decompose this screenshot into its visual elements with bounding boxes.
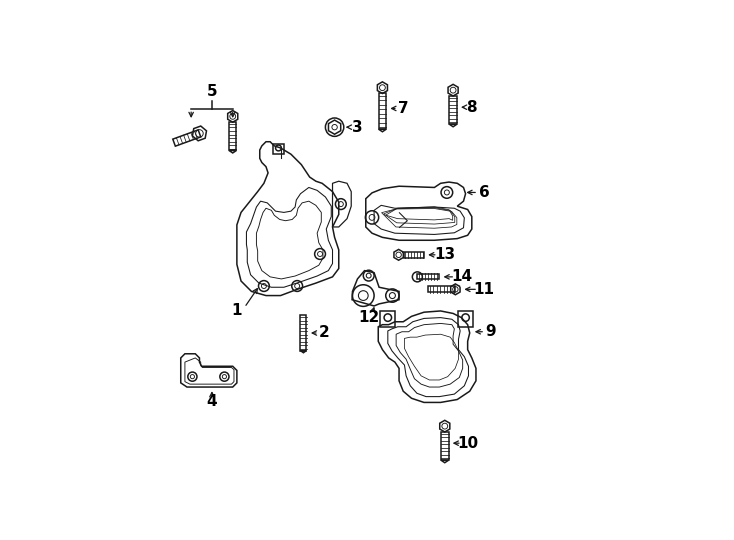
Text: 9: 9 <box>485 324 496 339</box>
Text: 7: 7 <box>398 101 409 116</box>
Text: 4: 4 <box>207 394 217 409</box>
Text: 13: 13 <box>435 247 455 262</box>
Bar <box>300 315 306 350</box>
Bar <box>379 93 386 129</box>
Text: 8: 8 <box>467 100 477 114</box>
Text: 1: 1 <box>232 302 242 318</box>
Bar <box>429 286 455 292</box>
Text: 11: 11 <box>473 282 495 297</box>
Bar <box>229 122 236 151</box>
Bar <box>441 432 448 460</box>
Text: 3: 3 <box>352 120 363 134</box>
Text: 10: 10 <box>457 436 479 451</box>
Bar <box>449 96 457 124</box>
Text: 14: 14 <box>451 269 472 285</box>
Bar <box>274 144 284 154</box>
Bar <box>418 274 439 279</box>
Text: 6: 6 <box>479 185 490 200</box>
Text: 12: 12 <box>358 310 379 325</box>
Bar <box>404 252 424 258</box>
Text: 5: 5 <box>207 84 217 99</box>
Text: 2: 2 <box>319 326 330 341</box>
